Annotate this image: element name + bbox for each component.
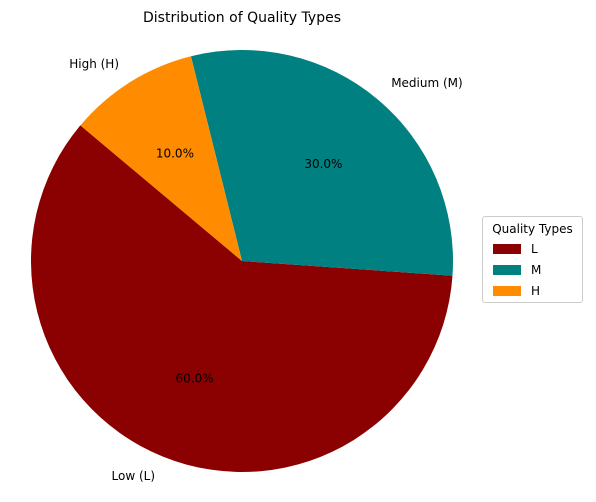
pie-slice-h bbox=[80, 56, 242, 261]
pct-label-h: 10.0% bbox=[156, 147, 194, 161]
pie-slice-l bbox=[31, 125, 453, 472]
legend-swatch-h bbox=[493, 286, 521, 296]
legend-label-m: M bbox=[531, 263, 542, 277]
slice-label-l: Low (L) bbox=[112, 469, 156, 483]
pie-slice-m bbox=[190, 49, 454, 276]
slice-label-m: Medium (M) bbox=[391, 76, 463, 90]
legend-label-l: L bbox=[531, 242, 538, 256]
legend-swatch-m bbox=[493, 265, 521, 275]
legend-item-l: L bbox=[493, 242, 538, 256]
pct-label-m: 30.0% bbox=[304, 157, 342, 171]
legend-swatch-l bbox=[493, 244, 521, 254]
chart-title: Distribution of Quality Types bbox=[143, 10, 341, 26]
legend-title: Quality Types bbox=[492, 222, 573, 236]
legend-item-h: H bbox=[493, 284, 540, 298]
legend-label-h: H bbox=[531, 284, 541, 298]
pct-label-l: 60.0% bbox=[176, 371, 214, 385]
slice-label-h: High (H) bbox=[69, 57, 119, 71]
legend-item-m: M bbox=[493, 263, 541, 277]
legend: Quality Types L M H bbox=[482, 216, 583, 303]
